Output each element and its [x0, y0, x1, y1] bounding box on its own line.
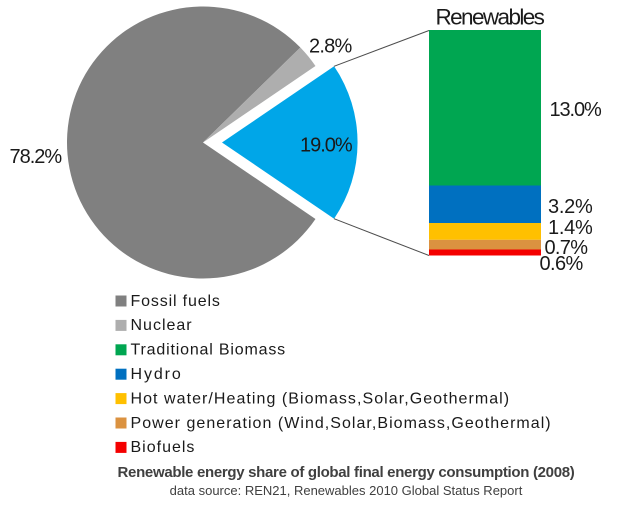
svg-text:Hydro: Hydro	[131, 366, 183, 383]
svg-text:0.6%: 0.6%	[540, 253, 584, 275]
svg-text:Traditional Biomass: Traditional Biomass	[131, 342, 287, 359]
svg-text:78.2%: 78.2%	[10, 146, 63, 168]
svg-text:13.0%: 13.0%	[550, 99, 603, 121]
svg-text:Hot water/Heating (Biomass,Sol: Hot water/Heating (Biomass,Solar,Geother…	[131, 390, 511, 407]
svg-text:2.8%: 2.8%	[309, 36, 353, 58]
svg-text:data source: REN21, Renewables: data source: REN21, Renewables 2010 Glob…	[170, 483, 523, 498]
svg-text:0.7%: 0.7%	[545, 237, 589, 259]
svg-text:Renewable energy share of glob: Renewable energy share of global final e…	[118, 464, 575, 481]
svg-text:1.4%: 1.4%	[548, 217, 593, 239]
svg-text:3.2%: 3.2%	[548, 196, 593, 218]
svg-text:Power generation (Wind,Solar,B: Power generation (Wind,Solar,Biomass,Geo…	[131, 415, 552, 432]
svg-text:Fossil fuels: Fossil fuels	[131, 293, 221, 310]
svg-text:Biofuels: Biofuels	[131, 439, 196, 456]
svg-text:19.0%: 19.0%	[300, 135, 353, 157]
svg-text:Renewables: Renewables	[436, 5, 545, 30]
svg-text:Nuclear: Nuclear	[131, 317, 193, 334]
